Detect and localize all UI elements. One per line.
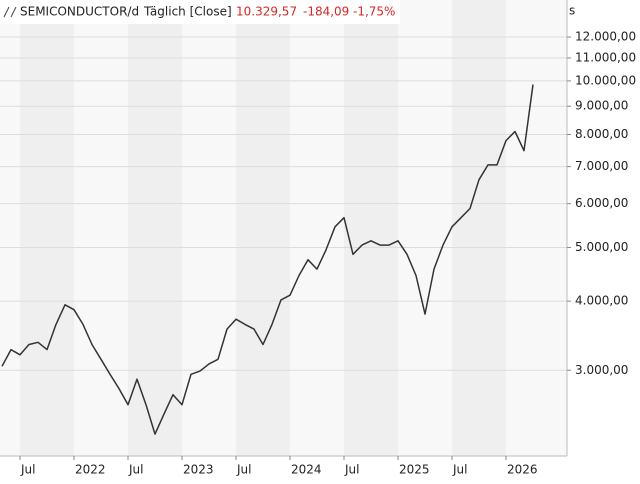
chart-icon [3,6,17,18]
x-tick-label: Jul [128,463,143,477]
change: -184,09 [303,5,349,19]
price-line [1,84,534,435]
x-tick-label: 2024 [291,463,322,477]
x-tick-label: 2025 [399,463,430,477]
x-tick-label: Jul [236,463,251,477]
y-tick-label: 6.000,00 [575,196,628,210]
period-band [236,0,290,456]
y-tick-label: 10.000,00 [575,73,636,87]
x-tick-label: Jul [452,463,467,477]
y-tick-label: 3.000,00 [575,363,628,377]
y-tick-label: 9.000,00 [575,99,628,113]
y-tick-label: 8.000,00 [575,127,628,141]
header-background [0,0,400,24]
last-value: 10.329,57 [236,5,297,19]
currency: s [569,4,575,18]
x-tick-label: Jul [344,463,359,477]
chart-subtitle: Täglich [Close] [143,5,232,19]
y-tick-label: 7.000,00 [575,159,628,173]
x-tick-label: Jul [20,463,35,477]
period-band [20,0,74,456]
change-percent: -1,75% [353,5,395,19]
y-tick-label: 5.000,00 [575,240,628,254]
period-band [452,0,506,456]
x-tick-label: 2022 [75,463,106,477]
y-tick-label: 4.000,00 [575,294,628,308]
period-band [128,0,182,456]
x-tick-label: 2023 [183,463,214,477]
y-tick-label: 12.000,00 [575,30,636,44]
period-band [344,0,398,456]
y-tick-label: 11.000,00 [575,50,636,64]
x-tick-label: 2026 [507,463,538,477]
chart-title: SEMICONDUCTOR/d [20,5,139,19]
